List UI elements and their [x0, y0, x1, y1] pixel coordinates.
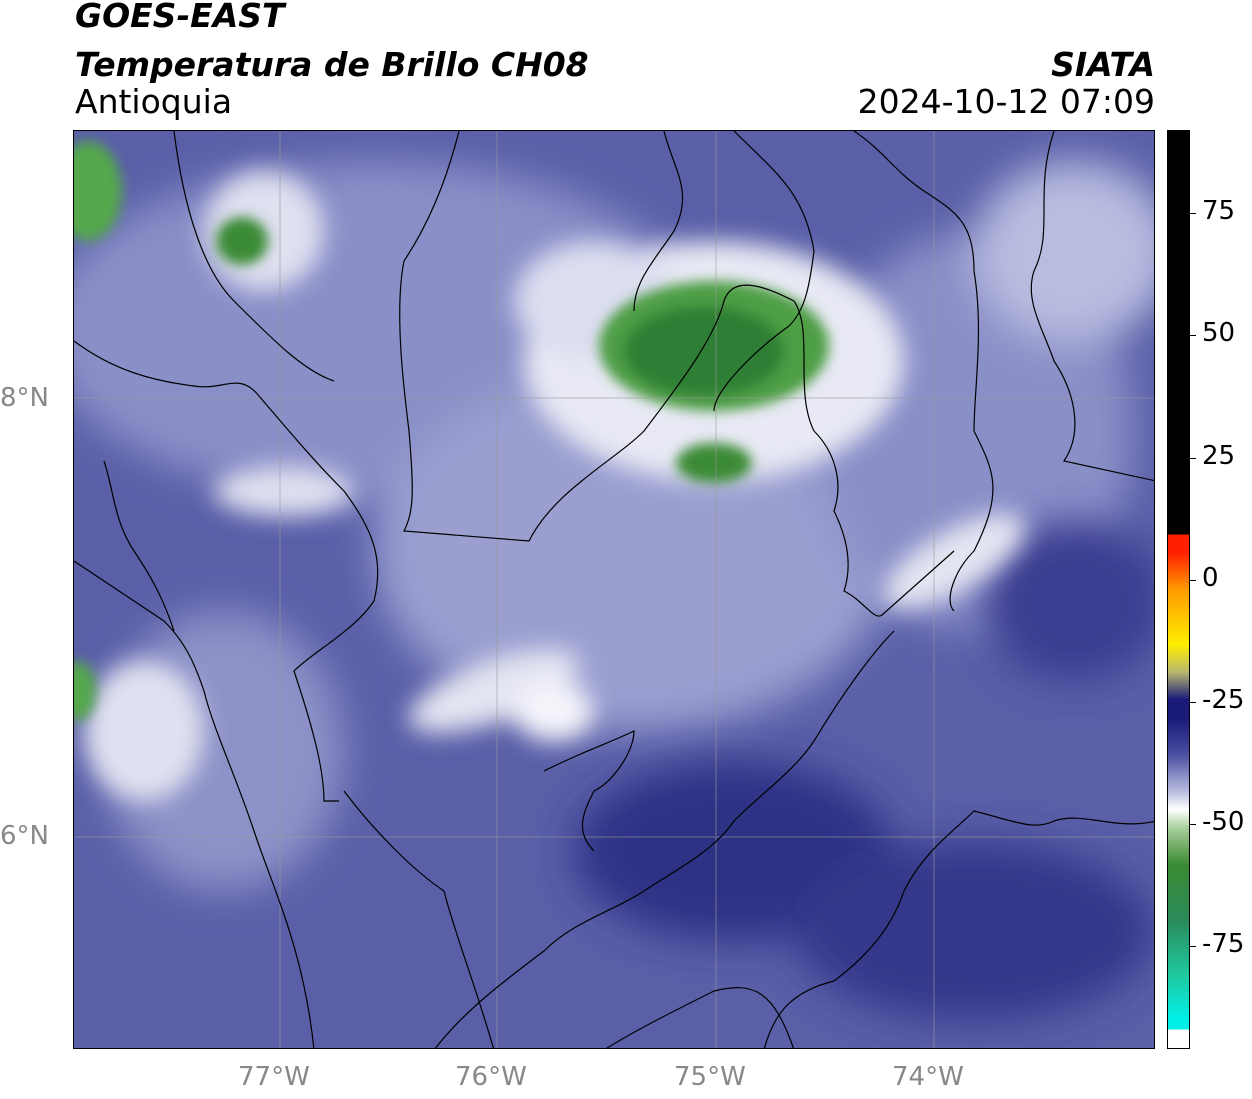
colorbar-tick-label: -50	[1202, 807, 1245, 838]
colorbar-tick-label: -75	[1202, 929, 1245, 960]
region-title: Antioquia	[75, 82, 233, 121]
colorbar-tick	[1190, 701, 1196, 703]
colorbar-tick	[1190, 946, 1196, 948]
colorbar-tick	[1190, 213, 1196, 215]
agency-title: SIATA	[1051, 45, 1155, 84]
lon-label-75w: 75°W	[674, 1062, 746, 1092]
colorbar-tick-label: 0	[1202, 562, 1219, 593]
colorbar-tick	[1190, 335, 1196, 337]
colorbar-tick-label: 25	[1202, 440, 1236, 471]
colorbar-tick-label: 50	[1202, 318, 1236, 349]
lat-label-8n: 8°N	[0, 383, 49, 413]
colorbar-tick-label: 75	[1202, 196, 1236, 227]
map-canvas	[74, 131, 1154, 1048]
satellite-title: GOES-EAST	[75, 0, 285, 35]
cold-cloud-layer	[74, 141, 829, 721]
colorbar-tick	[1190, 824, 1196, 826]
political-boundaries	[74, 131, 1154, 1048]
colorbar-tick	[1190, 579, 1196, 581]
lon-label-77w: 77°W	[238, 1062, 310, 1092]
lat-label-6n: 6°N	[0, 821, 49, 851]
colorbar-tick-label: -25	[1202, 684, 1245, 715]
colorbar-tick	[1190, 457, 1196, 459]
lon-label-74w: 74°W	[892, 1062, 964, 1092]
product-title: Temperatura de Brillo CH08	[75, 45, 589, 84]
datetime-title: 2024-10-12 07:09	[857, 82, 1155, 121]
dry-region-layer	[574, 521, 1154, 1021]
brightness-temperature-map	[73, 130, 1155, 1049]
colorbar	[1167, 130, 1190, 1049]
lon-label-76w: 76°W	[455, 1062, 527, 1092]
